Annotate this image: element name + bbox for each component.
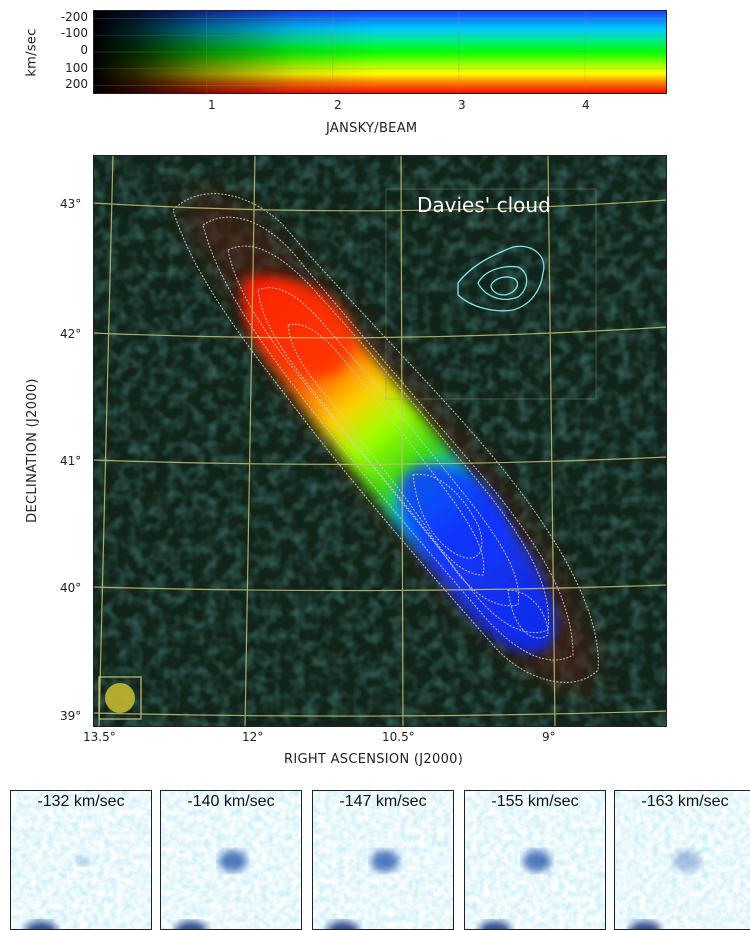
colorbar-xtick: 1 [208,98,216,112]
colorbar-xtick: 3 [458,98,466,112]
channel-map-image [465,791,605,929]
channel-map-label: -155 km/sec [491,793,579,810]
channel-map-label: -140 km/sec [187,793,275,810]
channel-map-image [11,791,151,929]
colorbar-ytick: 100 [65,61,88,75]
colorbar-xtick: 2 [334,98,342,112]
map-xtick: 9° [542,730,556,744]
map-ytick: 41° [60,454,82,468]
map-ytick: 39° [60,709,82,723]
colorbar-ylabel: km/sec [24,28,40,77]
map-xtick: 10.5° [382,730,415,744]
map-xtick: 12° [242,730,264,744]
channel-map-image [161,791,301,929]
channel-map-panel: -155 km/sec [464,790,606,930]
main-map-image: Davies' cloud [93,155,667,727]
channel-maps: -132 km/sec -140 km/sec -147 km/sec -155 km… [0,788,750,930]
channel-map-label: -132 km/sec [37,793,125,810]
colorbar-ytick: 200 [65,77,88,91]
map-xtick: 13.5° [83,730,116,744]
map-xlabel: RIGHT ASCENSION (J2000) [284,752,464,767]
channel-map-panel: -163 km/sec [614,790,750,930]
channel-map-label: -163 km/sec [641,793,729,810]
davies-cloud-label: Davies' cloud [417,193,551,217]
channel-map-label: -147 km/sec [339,793,427,810]
colorbar-ytick: 0 [80,43,88,57]
channel-map-panel: -147 km/sec [312,790,454,930]
map-ylabel: DECLINATION (J2000) [24,378,40,523]
main-map: Davies' cloud 43° 42° 41° 40° 39° 13.5° … [0,140,750,770]
channel-map-image [313,791,453,929]
colorbar-xlabel: JANSKY/BEAM [326,121,418,136]
colorbar-image [93,10,667,94]
map-ytick: 43° [60,197,82,211]
channel-map-panel: -140 km/sec [160,790,302,930]
colorbar-xtick: 4 [582,98,590,112]
channel-map-image [615,791,750,929]
colorbar: -200 -100 0 100 200 km/sec 1 2 3 4 JANSK… [0,0,750,140]
colorbar-ytick: -200 [60,10,88,24]
colorbar-ytick: -100 [60,26,88,40]
map-ytick: 40° [60,581,82,595]
map-ytick: 42° [60,327,82,341]
channel-map-panel: -132 km/sec [10,790,152,930]
